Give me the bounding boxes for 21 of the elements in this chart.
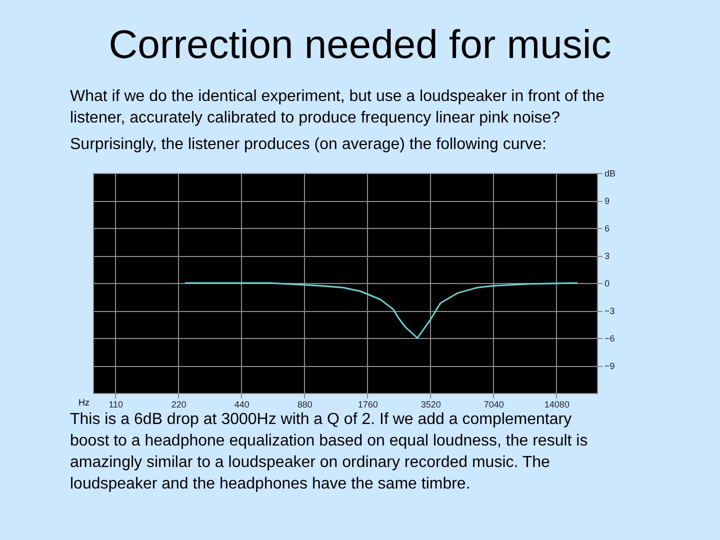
y-tick-label: 6 [604, 224, 610, 234]
chart-title: Correction needed for music [108, 23, 612, 67]
y-tick-label: −3 [604, 306, 615, 316]
x-tick-label: 880 [297, 400, 312, 410]
text: This is a 6dB drop at 3000Hz with a Q of 2. If we add a complementary boost to a headphone equalization based on equal loudness, the result is amazingly similar to a loudspeaker on ordinary recorded music. The loudspeaker and the headphones have the same timbre. [70, 411, 588, 492]
x-tick-label: 440 [234, 400, 250, 410]
y-tick-label: dB [604, 168, 616, 178]
x-tick-label: 14080 [544, 400, 570, 410]
y-tick-label: 0 [604, 278, 610, 288]
x-tick-label: 3520 [420, 400, 441, 410]
y-tick-label: 9 [604, 196, 610, 206]
y-tick-label: −6 [604, 334, 615, 344]
x-tick-label: 1760 [358, 400, 378, 410]
x-axis-title: Hz [78, 398, 90, 408]
x-tick-label: 220 [171, 400, 186, 410]
x-tick-label: 110 [108, 400, 124, 410]
y-tick-label: 3 [604, 251, 610, 261]
text: Surprisingly, the listener produces (on average) the following curve: [70, 136, 546, 153]
text: What if we do the identical experiment, but use a loudspeaker in front of the listener, accurately calibrated to produce frequency linear pink noise? [70, 88, 605, 126]
x-tick-label: 7040 [484, 400, 504, 410]
y-tick-label: −9 [604, 361, 615, 371]
